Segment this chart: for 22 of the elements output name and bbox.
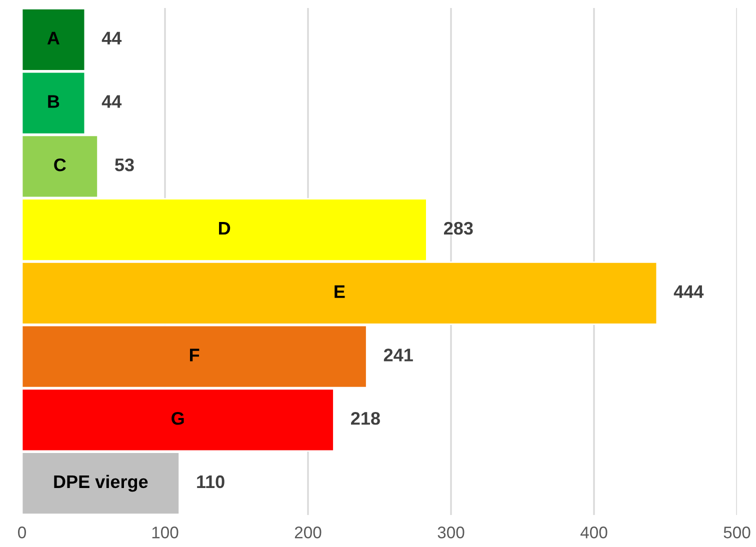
x-tick-label: 100	[152, 526, 178, 538]
data-label: 218	[351, 412, 380, 425]
x-tick-label: 0	[18, 526, 26, 538]
y-tick-label: B	[48, 95, 60, 108]
x-tick-label: 300	[438, 526, 464, 538]
y-tick-label: C	[54, 158, 66, 172]
data-label: 44	[102, 32, 122, 44]
data-label: 53	[115, 158, 134, 172]
y-tick-label: DPE vierge	[54, 474, 148, 492]
x-tick-label: 200	[294, 526, 322, 538]
data-label: 110	[197, 475, 224, 488]
y-tick-label: E	[334, 285, 345, 298]
y-tick-label: F	[190, 348, 200, 362]
y-tick-label: A	[47, 32, 60, 44]
x-tick-label: 400	[580, 526, 608, 538]
data-label: 283	[444, 222, 473, 235]
data-label: 444	[674, 285, 704, 298]
x-tick-label: 500	[724, 526, 750, 538]
data-label: 241	[384, 348, 413, 362]
y-tick-label: G	[172, 412, 184, 425]
y-tick-label: D	[219, 222, 230, 234]
data-label: 44	[102, 95, 122, 108]
